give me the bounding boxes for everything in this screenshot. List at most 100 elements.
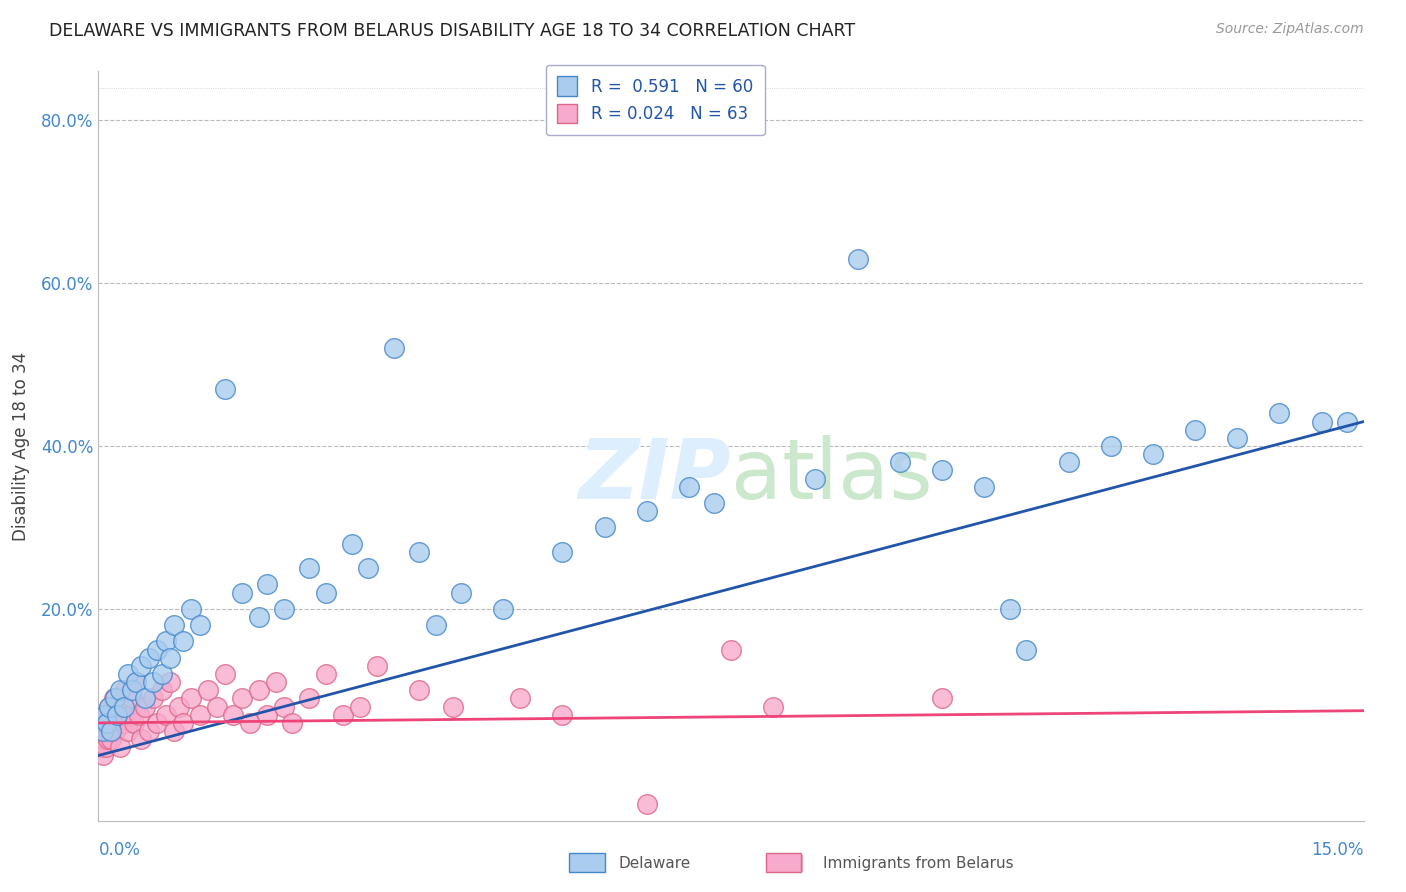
Point	[91, 724, 114, 739]
Point	[104, 691, 127, 706]
Point	[96, 707, 118, 722]
Point	[150, 683, 173, 698]
Point	[678, 480, 700, 494]
Point	[247, 683, 270, 698]
Point	[172, 634, 194, 648]
Point	[101, 715, 124, 730]
Point	[97, 699, 120, 714]
Point	[205, 699, 228, 714]
Point	[973, 480, 995, 494]
Point	[172, 715, 194, 730]
Point	[315, 585, 337, 599]
Point	[134, 691, 156, 706]
Point	[425, 618, 447, 632]
Text: atlas: atlas	[731, 435, 932, 516]
Text: Source: ZipAtlas.com: Source: ZipAtlas.com	[1216, 22, 1364, 37]
Point	[167, 699, 190, 714]
Point	[108, 683, 131, 698]
Point	[94, 707, 117, 722]
Point	[1310, 415, 1333, 429]
Point	[998, 602, 1021, 616]
Point	[94, 715, 117, 730]
Point	[1268, 406, 1291, 420]
Point	[509, 691, 531, 706]
Point	[703, 496, 725, 510]
Point	[108, 740, 131, 755]
Point	[159, 675, 181, 690]
Point	[222, 707, 245, 722]
Point	[593, 520, 616, 534]
Point	[121, 683, 143, 698]
Point	[155, 707, 177, 722]
Point	[256, 707, 278, 722]
Point	[142, 675, 165, 690]
Point	[298, 561, 321, 575]
Point	[239, 715, 262, 730]
Point	[128, 707, 150, 722]
Point	[146, 715, 169, 730]
Text: Immigrants from Belarus: Immigrants from Belarus	[823, 856, 1014, 871]
Point	[636, 504, 658, 518]
Point	[105, 707, 128, 722]
Point	[636, 797, 658, 812]
Point	[1015, 642, 1038, 657]
Point	[114, 683, 136, 698]
Point	[96, 715, 118, 730]
Point	[103, 691, 125, 706]
Point	[125, 675, 148, 690]
Point	[1057, 455, 1080, 469]
Point	[247, 610, 270, 624]
Point	[100, 724, 122, 739]
Point	[804, 472, 827, 486]
Point	[122, 715, 145, 730]
Point	[273, 699, 295, 714]
Point	[188, 707, 211, 722]
Point	[105, 707, 128, 722]
Point	[1226, 431, 1249, 445]
Point	[846, 252, 869, 266]
Point	[163, 618, 186, 632]
Point	[180, 602, 202, 616]
Point	[121, 691, 143, 706]
Point	[231, 691, 253, 706]
Point	[93, 732, 115, 747]
Point	[100, 732, 122, 747]
Point	[117, 667, 139, 681]
Point	[1184, 423, 1206, 437]
Point	[1336, 415, 1358, 429]
Point	[163, 724, 186, 739]
Point	[197, 683, 219, 698]
Point	[138, 650, 160, 665]
Text: □: □	[785, 854, 804, 873]
Point	[97, 724, 120, 739]
Point	[349, 699, 371, 714]
Point	[91, 724, 114, 739]
Point	[492, 602, 515, 616]
Point	[357, 561, 380, 575]
Point	[214, 382, 236, 396]
Point	[931, 463, 953, 477]
Point	[150, 667, 173, 681]
Point	[138, 724, 160, 739]
Point	[332, 707, 354, 722]
Point	[104, 724, 127, 739]
Text: □: □	[581, 854, 600, 873]
Text: 0.0%: 0.0%	[98, 841, 141, 859]
Point	[382, 341, 405, 355]
Point	[762, 699, 785, 714]
Point	[366, 659, 388, 673]
Point	[117, 724, 139, 739]
Point	[273, 602, 295, 616]
Point	[110, 699, 132, 714]
Point	[214, 667, 236, 681]
Point	[256, 577, 278, 591]
Point	[93, 748, 115, 763]
Point	[1142, 447, 1164, 461]
Point	[281, 715, 304, 730]
Text: 15.0%: 15.0%	[1312, 841, 1364, 859]
Point	[120, 707, 142, 722]
Text: Delaware: Delaware	[619, 856, 690, 871]
Point	[340, 537, 363, 551]
Point	[142, 691, 165, 706]
Point	[112, 715, 135, 730]
